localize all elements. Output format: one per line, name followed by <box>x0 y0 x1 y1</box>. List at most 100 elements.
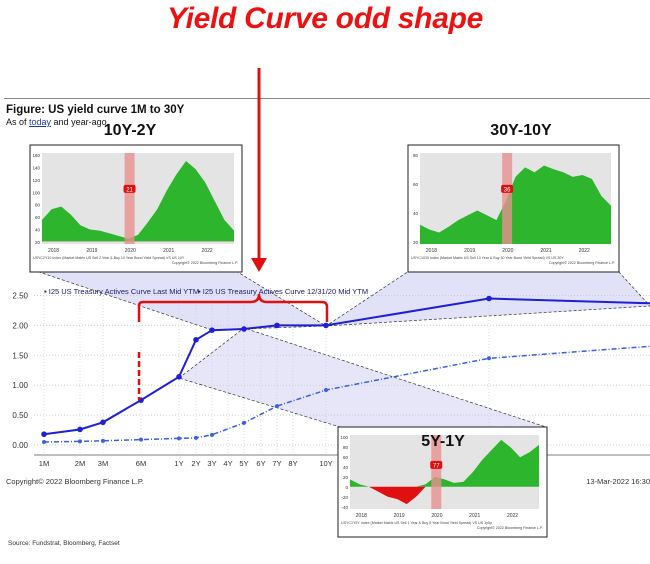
zoom-shade-10y-2y <box>35 270 328 331</box>
inset-y-tick: 40 <box>343 465 349 470</box>
point-year-ago <box>101 438 105 443</box>
inset-highlight-label: 77 <box>433 463 440 469</box>
inset-x-tick: 2019 <box>86 248 97 254</box>
inset-title: 5Y-1Y <box>421 433 465 450</box>
inset-x-tick: 2022 <box>507 513 518 519</box>
inset-highlight-marker <box>123 184 136 193</box>
inset-highlight-marker <box>430 460 443 469</box>
inset-area-negative <box>350 486 539 505</box>
point-year-ago <box>487 356 491 361</box>
top-rule <box>4 98 650 99</box>
inset-x-tick: 2019 <box>464 248 475 254</box>
inset-y-tick: 20 <box>413 240 419 245</box>
inset-highlight-label: 36 <box>504 187 511 193</box>
point-year-ago <box>275 404 279 409</box>
inset-y-tick: 140 <box>32 165 40 170</box>
point-year-ago <box>210 432 214 437</box>
inset-y-tick: 60 <box>343 455 349 460</box>
inset-footer: USYC2Y10 Index (Market Matrix US Sell 2 … <box>33 256 185 260</box>
inset-5y-1y: 77 100 80 60 40 20 0 -20 -40 2018 2019 2020 2021 2022… <box>337 426 548 538</box>
inset-30y-10y: 36 80 60 40 20 2018 2019 2020 2021 2022 USYC1030 I… <box>407 144 620 273</box>
inset-y-tick: -40 <box>341 505 348 510</box>
inset-x-tick: 2021 <box>540 248 551 254</box>
inset-highlight-band <box>502 153 513 244</box>
point-today <box>323 322 329 329</box>
point-year-ago <box>194 435 198 440</box>
headline: Yield Curve odd shape <box>167 2 483 35</box>
inset-footer-copyright: Copyright© 2022 Bloomberg Finance L.P. <box>549 261 615 265</box>
subtitle-suffix: and year-ago <box>51 117 107 127</box>
inset-x-tick: 2020 <box>431 513 442 519</box>
inset-y-tick: 80 <box>343 445 349 450</box>
y-tick-label: 2.50 <box>12 292 28 301</box>
y-tick-label: 0.50 <box>12 411 28 420</box>
y-tick-label: 2.00 <box>12 321 28 330</box>
inset-x-tick: 2022 <box>202 248 213 254</box>
inset-x-tick: 2018 <box>356 513 367 519</box>
series-line-today <box>43 297 650 436</box>
x-tick-label: 6M <box>136 459 146 468</box>
inset-y-tick: 100 <box>32 190 40 195</box>
inset-x-tick: 2018 <box>426 248 437 254</box>
x-tick-label: 1M <box>39 459 49 468</box>
inset-highlight-band <box>124 153 135 244</box>
inset-y-tick: 100 <box>340 435 348 440</box>
point-year-ago <box>324 387 328 392</box>
inset-x-tick: 2020 <box>125 248 136 254</box>
x-tick-label: 10Y <box>319 459 332 468</box>
x-tick-label: 4Y <box>223 459 232 468</box>
point-today <box>274 322 280 329</box>
point-year-ago <box>139 437 143 442</box>
inset-title: 10Y-2Y <box>104 122 157 139</box>
inset-y-tick: 20 <box>35 240 41 245</box>
series-line-year-ago <box>43 345 650 443</box>
annotation-arrow-head <box>251 258 267 272</box>
y-tick-label: 1.00 <box>12 381 28 390</box>
point-today <box>176 374 182 380</box>
inset-x-tick: 2022 <box>579 248 590 254</box>
inset-y-tick: 120 <box>32 178 40 183</box>
inset-area-positive <box>42 161 234 242</box>
inset-footer-copyright: Copyright© 2022 Bloomberg Finance L.P. <box>477 526 543 530</box>
inset-y-tick: 20 <box>343 475 349 480</box>
x-tick-label: 7Y <box>272 459 281 468</box>
inset-area-positive <box>420 165 611 244</box>
inset-highlight-band <box>431 435 442 509</box>
y-tick-label: 1.50 <box>12 351 28 360</box>
inset-y-tick: 60 <box>413 182 419 187</box>
legend-today: ▪ I25 US Treasury Actives Curve Last Mid… <box>44 287 199 296</box>
x-tick-label: 1Y <box>174 459 183 468</box>
inset-title: 30Y-10Y <box>490 122 552 139</box>
x-tick-label: 8Y <box>288 459 297 468</box>
subtitle-link-today[interactable]: today <box>29 117 52 127</box>
point-today <box>100 419 106 426</box>
chart-copyright: Copyright© 2022 Bloomberg Finance L.P. <box>6 477 144 486</box>
inset-footer-copyright: Copyright© 2022 Bloomberg Finance L.P. <box>172 261 238 265</box>
point-today <box>486 295 492 302</box>
legend-year-ago: ▪ I25 US Treasury Actives Curve 12/31/20… <box>198 287 368 296</box>
inset-x-tick: 2021 <box>469 513 480 519</box>
x-tick-label: 6Y <box>256 459 265 468</box>
inset-y-tick: 80 <box>35 203 41 208</box>
annotation-brace <box>137 293 329 322</box>
inset-footer: USYC1030 Index (Market Matrix US Sell 10… <box>411 256 564 260</box>
point-year-ago <box>242 420 246 425</box>
point-today <box>41 431 47 438</box>
inset-y-tick: 0 <box>345 485 348 490</box>
inset-highlight-marker <box>501 184 514 193</box>
inset-footer: USYC1Y5Y Index (Market Matrix US Sell 1 … <box>341 521 492 525</box>
inset-y-tick: 160 <box>32 153 40 158</box>
point-year-ago <box>78 439 82 444</box>
inset-area-positive <box>350 439 539 487</box>
x-tick-label: 5Y <box>239 459 248 468</box>
inset-x-tick: 2021 <box>163 248 174 254</box>
x-tick-label: 2M <box>75 459 85 468</box>
inset-x-tick: 2019 <box>394 513 405 519</box>
x-tick-label: 3Y <box>207 459 216 468</box>
inset-y-tick: 40 <box>35 228 41 233</box>
y-tick-label: 0.00 <box>12 441 28 450</box>
figure-subtitle: As of today and year-ago <box>6 117 107 127</box>
point-year-ago <box>42 440 46 445</box>
x-tick-label: 3M <box>98 459 108 468</box>
